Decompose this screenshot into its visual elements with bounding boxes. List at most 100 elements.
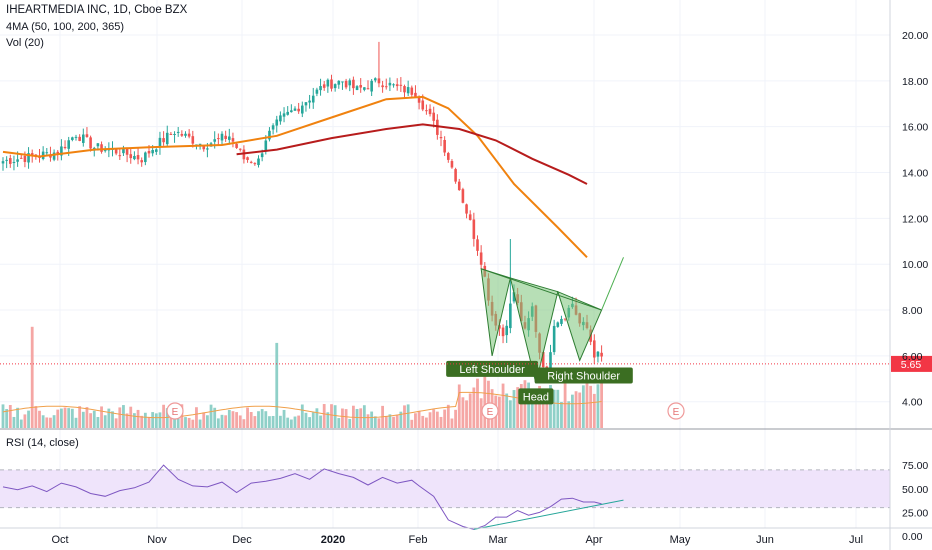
volume-bar — [377, 418, 381, 428]
volume-bar — [89, 413, 92, 428]
volume-bar — [100, 406, 103, 428]
volume-bar — [70, 408, 74, 428]
candle-body — [465, 204, 468, 214]
candle-body — [425, 110, 428, 112]
volume-bar — [12, 416, 16, 428]
candle-body — [443, 139, 446, 153]
volume-bar — [34, 406, 38, 428]
pattern-triangle — [556, 290, 603, 362]
candle-body — [406, 87, 410, 94]
pattern-projection — [601, 257, 624, 311]
volume-bar — [359, 408, 363, 428]
volume-bar — [585, 382, 589, 428]
candle-body — [512, 292, 516, 302]
rsi-line — [2, 464, 602, 530]
volume-bar — [85, 407, 89, 428]
volume-bar — [308, 417, 311, 428]
volume-bar — [202, 412, 206, 428]
candle-body — [399, 84, 403, 86]
x-tick-label: Jul — [849, 534, 863, 546]
y-tick-label: 8.00 — [902, 305, 923, 317]
volume-bar — [326, 412, 330, 428]
rsi-panel — [0, 428, 932, 530]
x-tick-label: 2020 — [321, 534, 345, 546]
candle-body — [27, 153, 30, 163]
volume-bar — [315, 408, 319, 428]
chart-title: IHEARTMEDIA INC, 1D, Cboe BZX — [6, 4, 188, 16]
volume-bar — [527, 382, 530, 428]
volume-bar — [330, 404, 333, 428]
volume-ma-line — [2, 391, 602, 419]
volume-bar — [264, 411, 268, 428]
volume-bar — [370, 411, 374, 428]
candle-body — [301, 105, 304, 114]
volume-bar — [600, 382, 603, 428]
volume-bar — [220, 414, 224, 428]
moving-averages — [2, 95, 588, 258]
candle-body — [596, 351, 600, 357]
candle-body — [228, 136, 231, 140]
candle-body — [271, 125, 275, 130]
moving-average-line — [2, 95, 588, 258]
candle-body — [136, 155, 140, 160]
candle-body — [155, 149, 158, 152]
candle-body — [414, 92, 417, 98]
candle-body — [89, 137, 92, 149]
candle-body — [224, 135, 227, 139]
volume-bar — [483, 372, 487, 428]
volume-bar — [165, 408, 169, 428]
candle-body — [384, 86, 388, 88]
candle-body — [509, 303, 512, 329]
candle-body — [282, 113, 286, 117]
volume-bar — [450, 418, 454, 428]
candle-body — [23, 155, 27, 162]
volume-bar — [512, 390, 516, 428]
volume-bar — [154, 413, 158, 428]
candle-body — [454, 169, 457, 182]
volume-bar — [337, 418, 341, 428]
candle-body — [344, 80, 348, 88]
candle-body — [297, 108, 300, 112]
candle-body — [428, 108, 432, 115]
volume-bar — [27, 410, 30, 428]
candle-body — [348, 80, 352, 86]
volume-bar — [271, 415, 275, 428]
volume-bar — [268, 416, 271, 428]
volume-bar — [589, 385, 593, 428]
candle-body — [5, 159, 8, 161]
volume-bar — [311, 412, 315, 428]
candle-body — [253, 163, 257, 165]
candle-body — [381, 85, 384, 88]
candle-body — [67, 140, 70, 149]
volume-bar — [468, 393, 472, 428]
earnings-marker-label: E — [487, 407, 494, 418]
candle-body — [311, 95, 315, 103]
candle-body — [71, 137, 74, 140]
volume-bar — [293, 416, 297, 428]
volume-bar — [300, 404, 304, 428]
candle-body — [436, 119, 439, 135]
candle-body — [341, 81, 344, 83]
volume-bar — [498, 396, 501, 428]
volume-bar — [224, 415, 228, 428]
volume-bar — [399, 411, 403, 428]
volume-bar — [567, 401, 571, 428]
volume-bar — [282, 409, 286, 428]
candle-body — [19, 157, 23, 159]
x-tick-label: Oct — [51, 534, 68, 546]
candle-body — [52, 152, 56, 160]
candle-body — [501, 327, 505, 337]
earnings-marker-label: E — [172, 407, 179, 418]
volume-bar — [530, 395, 534, 428]
x-tick-label: Mar — [489, 534, 508, 546]
volume-bar — [549, 384, 552, 428]
earnings-marker — [166, 402, 184, 420]
volume-bar — [545, 398, 549, 428]
volume-bar — [563, 382, 567, 428]
volume-indicator-label: Vol (20) — [6, 37, 44, 49]
volume-bar — [333, 405, 337, 428]
volume-bar — [417, 411, 421, 428]
candle-body — [180, 133, 184, 136]
candle-body — [198, 143, 202, 145]
rsi-tick-label: 0.00 — [902, 531, 923, 543]
